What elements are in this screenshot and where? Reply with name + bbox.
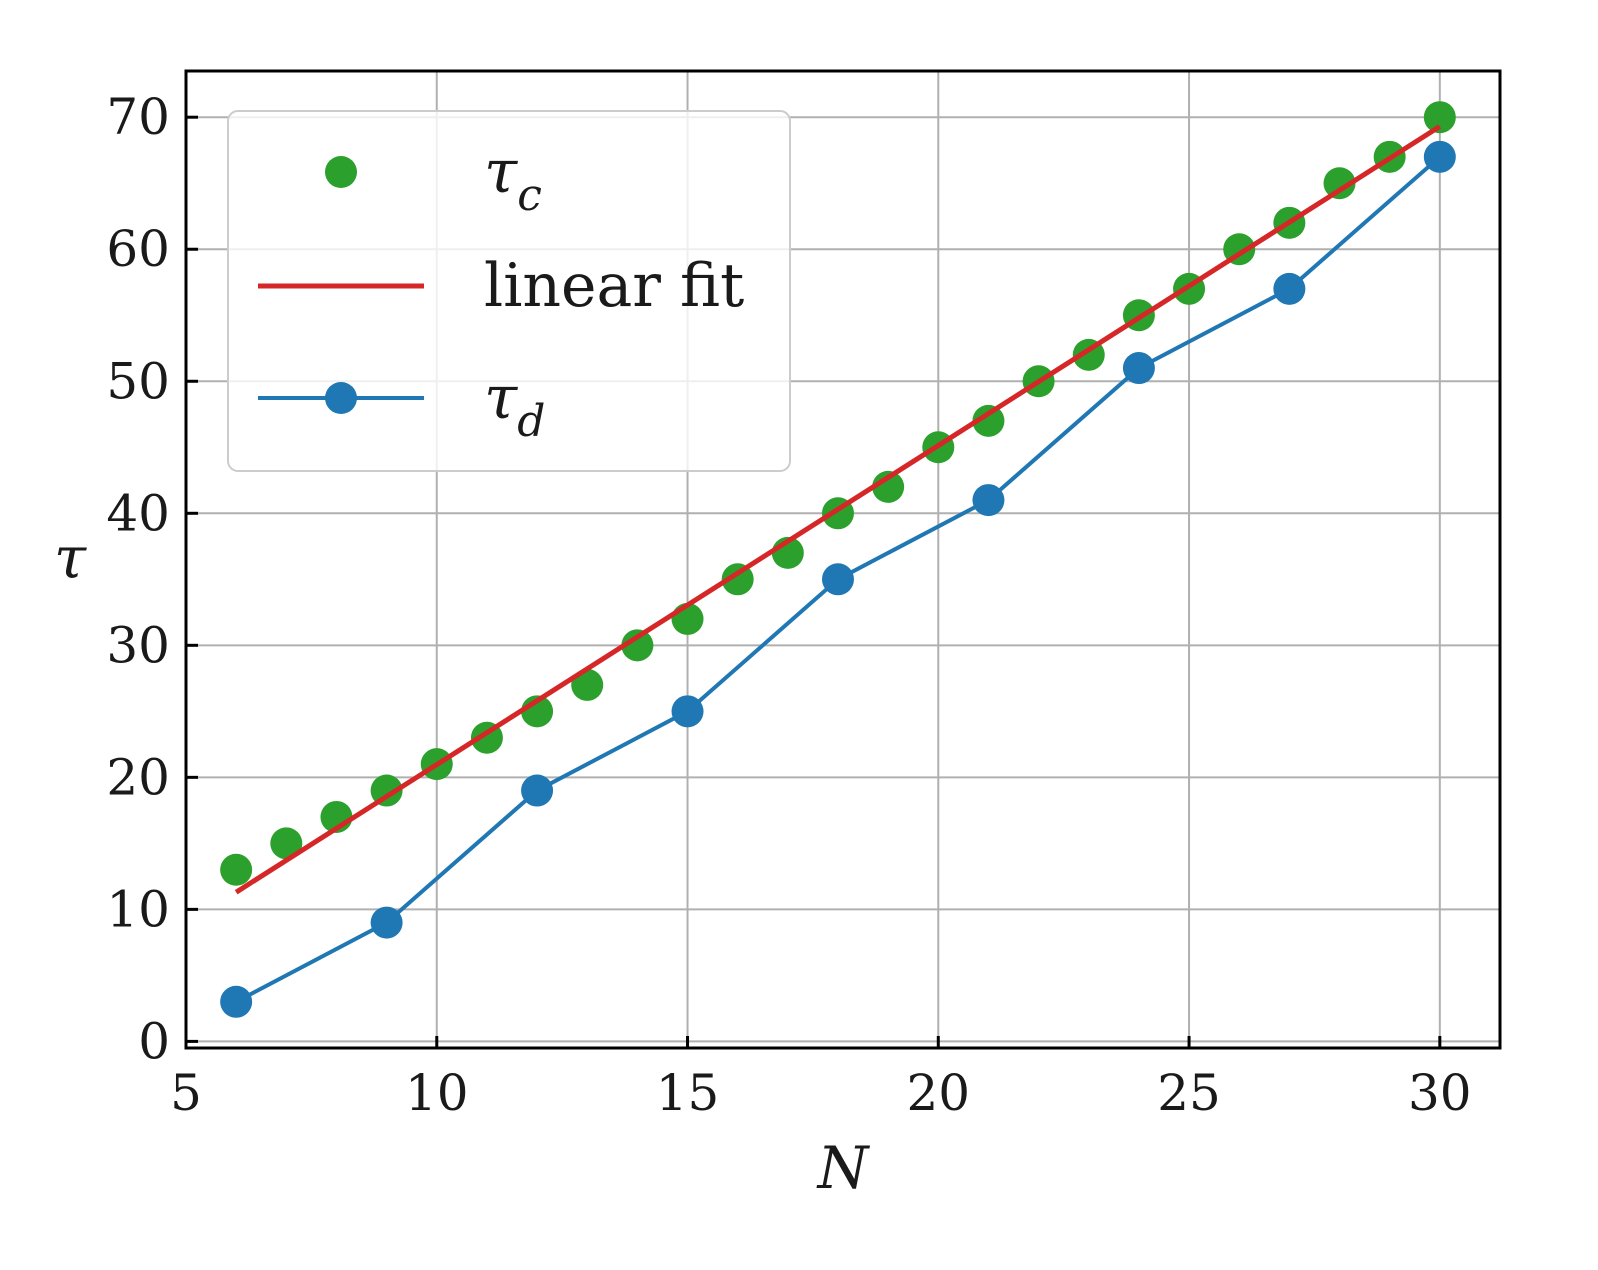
data-point xyxy=(1423,140,1456,173)
x-tick-label: 10 xyxy=(405,1064,469,1122)
data-point xyxy=(1122,352,1155,385)
data-point xyxy=(621,629,654,662)
legend-label-sub: c xyxy=(517,170,542,221)
x-tick-label: 15 xyxy=(656,1064,720,1122)
series--d xyxy=(220,140,1456,1018)
data-point xyxy=(220,985,253,1018)
legend-label: linear fit xyxy=(484,251,744,321)
data-point xyxy=(1423,101,1456,134)
y-tick-label: 60 xyxy=(106,220,170,278)
x-tick-label: 30 xyxy=(1408,1064,1472,1122)
y-tick-label: 40 xyxy=(106,484,170,542)
data-point xyxy=(270,827,303,860)
x-axis-label: N xyxy=(816,1134,871,1202)
data-point xyxy=(972,404,1005,437)
series-line xyxy=(234,124,1442,895)
legend-label: τc xyxy=(484,137,542,221)
data-point xyxy=(370,906,403,939)
y-tick-label: 0 xyxy=(138,1012,170,1070)
data-point xyxy=(972,484,1005,517)
data-point xyxy=(721,563,754,596)
legend-marker-swatch xyxy=(325,156,357,188)
legend-label-sub: d xyxy=(517,396,545,447)
data-point xyxy=(1273,272,1306,305)
legend-marker-swatch xyxy=(325,382,357,414)
data-point xyxy=(571,668,604,701)
x-tick-label: 25 xyxy=(1157,1064,1221,1122)
data-point xyxy=(821,563,854,596)
data-point xyxy=(1323,167,1356,200)
y-axis-label: τ xyxy=(54,524,87,592)
legend-box xyxy=(227,110,791,472)
y-tick-label: 70 xyxy=(106,88,170,146)
plot-frame xyxy=(184,69,1502,1050)
series-linear-fit xyxy=(234,124,1442,895)
y-tick-label: 10 xyxy=(106,880,170,938)
data-point xyxy=(220,853,253,886)
y-tick-label: 50 xyxy=(106,352,170,410)
legend-label-main: τ xyxy=(484,137,518,207)
data-point xyxy=(370,774,403,807)
x-tick-label: 20 xyxy=(906,1064,970,1122)
legend-entry: τc xyxy=(325,137,542,221)
legend-label-main: τ xyxy=(484,363,518,433)
x-tick-label: 5 xyxy=(170,1064,202,1122)
legend-entry: linear fit xyxy=(258,251,744,321)
data-point xyxy=(671,695,704,728)
data-point xyxy=(872,470,905,503)
legend-label: τd xyxy=(484,363,545,447)
axis-ticks: 5 10 15 20 25 30 0 10 20 30 40 50 60 70 xyxy=(106,88,1471,1122)
y-tick-label: 20 xyxy=(106,748,170,806)
legend-entry: τd xyxy=(258,363,545,447)
y-tick-label: 30 xyxy=(106,616,170,674)
plot-area xyxy=(220,101,1456,1018)
data-point xyxy=(521,774,554,807)
